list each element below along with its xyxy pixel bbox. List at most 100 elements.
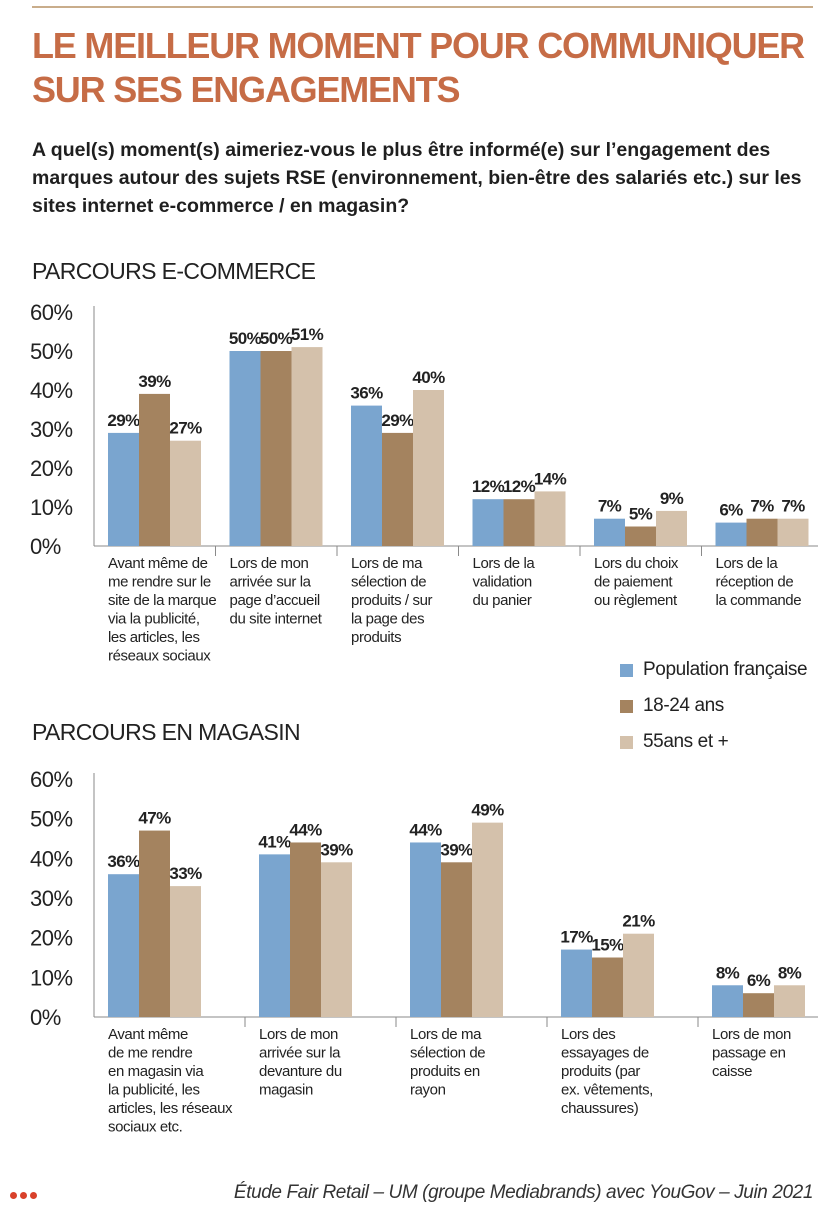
data-label: 50% <box>229 329 262 348</box>
category-label: via la publicité, <box>108 611 200 628</box>
y-tick-label: 10% <box>30 495 73 520</box>
bar-55ans-et-4 <box>623 933 654 1017</box>
y-tick-label: 50% <box>30 339 73 364</box>
category-label: de me rendre <box>108 1045 192 1062</box>
legend-label-55-plus: 55ans et + <box>643 731 729 752</box>
category-label: me rendre sur le <box>108 574 211 591</box>
category-label: sélection de <box>351 574 426 591</box>
category-label: produits en <box>410 1063 480 1080</box>
category-label: sociaux etc. <box>108 1119 182 1136</box>
category-label: arrivée sur la <box>230 574 312 591</box>
category-label: page d’accueil <box>230 592 320 609</box>
category-label: chaussures) <box>561 1100 639 1117</box>
data-label: 29% <box>107 411 140 430</box>
data-label: 7% <box>750 497 774 516</box>
data-label: 6% <box>747 971 771 990</box>
bar-18-24-ans-2 <box>260 351 292 546</box>
category-label: site de la marque <box>108 592 216 609</box>
bar-55ans-et-2 <box>291 347 323 546</box>
data-label: 8% <box>716 963 740 982</box>
category-label: articles, les réseaux <box>108 1100 233 1117</box>
data-label: 21% <box>622 912 655 931</box>
category-label: magasin <box>259 1082 313 1099</box>
data-label: 36% <box>350 384 383 403</box>
bar-population-fran-aise-4 <box>561 949 592 1017</box>
data-label: 49% <box>471 801 504 820</box>
category-label: réseaux sociaux <box>108 648 211 665</box>
category-label: produits (par <box>561 1063 640 1080</box>
bar-population-fran-aise-5 <box>594 518 625 546</box>
data-label: 17% <box>560 928 593 947</box>
category-label: Lors de ma <box>351 555 423 572</box>
survey-question: A quel(s) moment(s) aimeriez-vous le plu… <box>32 139 802 217</box>
top-rule <box>32 6 813 8</box>
legend-item-population: Population française <box>620 652 808 688</box>
category-label: de paiement <box>594 574 673 591</box>
legend-item-55-plus: 55ans et + <box>620 724 807 760</box>
category-label: réception de <box>716 574 794 591</box>
source-note: Étude Fair Retail – UM (groupe Mediabran… <box>233 1182 813 1203</box>
dot <box>30 1192 37 1199</box>
category-label: Lors de mon <box>259 1026 338 1043</box>
data-label: 36% <box>107 852 140 871</box>
data-label: 33% <box>169 864 202 883</box>
data-label: 39% <box>440 840 473 859</box>
data-label: 44% <box>289 820 322 839</box>
page-title: LE MEILLEUR MOMENT POUR COMMUNIQUER SUR … <box>32 25 805 110</box>
data-label: 47% <box>138 809 171 828</box>
y-tick-label: 60% <box>30 300 73 325</box>
magasin-bar-chart: 60% 50% 40% 30% 20% 10% 0% 36% 47% 33% Avant même d… <box>30 767 818 1136</box>
data-label: 14% <box>534 469 567 488</box>
data-label: 12% <box>503 477 536 496</box>
y-tick-label: 0% <box>30 1005 61 1030</box>
bar-population-fran-aise-3 <box>410 842 441 1017</box>
category-label: arrivée sur la <box>259 1045 341 1062</box>
category-label: ou règlement <box>594 592 678 609</box>
legend-item-18-24: 18-24 ans <box>620 688 807 724</box>
bar-population-fran-aise-2 <box>229 351 261 546</box>
data-label: 50% <box>260 329 293 348</box>
data-label: 29% <box>381 411 414 430</box>
bar-55ans-et-3 <box>413 390 444 546</box>
y-tick-label: 40% <box>30 378 73 403</box>
category-label: sélection de <box>410 1045 485 1062</box>
bar-18-24-ans-1 <box>139 393 170 546</box>
category-label: produits / sur <box>351 592 433 609</box>
bar-18-24-ans-1 <box>139 830 170 1017</box>
chart-title-magasin: PARCOURS EN MAGASIN <box>32 719 301 745</box>
bar-population-fran-aise-1 <box>108 874 139 1017</box>
category-label: du panier <box>473 592 532 609</box>
bar-55ans-et-5 <box>774 985 805 1017</box>
y-tick-label: 20% <box>30 926 73 951</box>
category-label: Lors de mon <box>230 555 309 572</box>
category-label: ex. vêtements, <box>561 1082 653 1099</box>
category-label: essayages de <box>561 1045 649 1062</box>
ecommerce-bar-chart: 60% 50% 40% 30% 20% 10% 0% 29% 39% 27% Avant même … <box>30 300 818 665</box>
category-label: du site internet <box>230 611 323 628</box>
bar-18-24-ans-5 <box>743 993 774 1017</box>
y-tick-label: 60% <box>30 767 73 792</box>
category-label: la commande <box>716 592 802 609</box>
bar-55ans-et-6 <box>777 518 809 546</box>
data-label: 27% <box>169 419 202 438</box>
legend-label-18-24: 18-24 ans <box>643 695 724 716</box>
category-label: en magasin via <box>108 1063 204 1080</box>
data-label: 39% <box>138 372 171 391</box>
category-label: Lors de la <box>473 555 536 572</box>
bar-55ans-et-4 <box>534 491 566 546</box>
bar-18-24-ans-3 <box>382 432 413 546</box>
data-label: 39% <box>320 840 353 859</box>
y-tick-label: 10% <box>30 965 73 990</box>
legend-swatch-55-plus <box>620 735 633 749</box>
bar-18-24-ans-4 <box>503 499 535 546</box>
bar-population-fran-aise-4 <box>472 499 504 546</box>
bar-55ans-et-3 <box>472 822 503 1017</box>
bar-18-24-ans-6 <box>746 518 778 546</box>
bar-18-24-ans-2 <box>290 842 321 1017</box>
data-label: 7% <box>598 497 622 516</box>
category-label: devanture du <box>259 1063 342 1080</box>
ellipsis-dots <box>10 1192 40 1199</box>
category-label: Lors de mon <box>712 1026 791 1043</box>
category-label: passage en <box>712 1045 786 1062</box>
y-tick-label: 40% <box>30 846 73 871</box>
